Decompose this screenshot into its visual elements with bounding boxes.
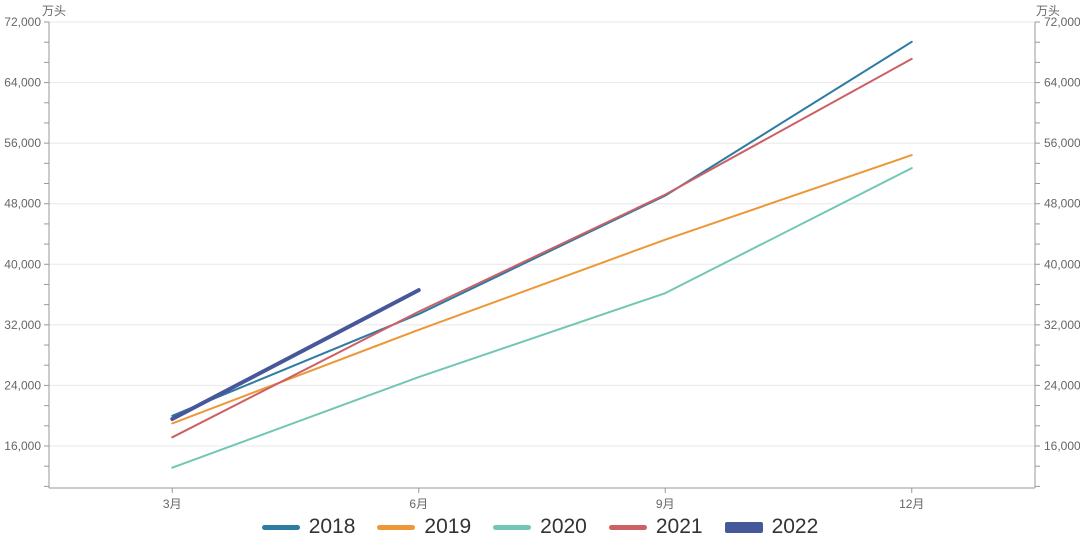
legend-item-2022[interactable]: 2022 — [724, 515, 819, 539]
legend-marker-2018 — [261, 524, 300, 530]
x-axis-label: 6月 — [409, 497, 428, 511]
legend-item-2018[interactable]: 2018 — [261, 515, 356, 539]
legend-item-2021[interactable]: 2021 — [608, 515, 703, 539]
right-y-axis-unit-label: 万头 — [1035, 4, 1060, 18]
y-axis-label-right: 32,000 — [1044, 318, 1080, 332]
x-axis-label: 12月 — [899, 497, 924, 511]
legend-marker-2020 — [493, 524, 532, 530]
legend: 2018 2019 2020 2021 2022 — [0, 513, 1080, 541]
y-axis-label-right: 24,000 — [1044, 378, 1080, 392]
y-axis-label-right: 16,000 — [1044, 439, 1080, 453]
y-axis-label-right: 48,000 — [1044, 197, 1080, 211]
y-axis-label-right: 40,000 — [1044, 257, 1080, 271]
y-axis-label-left: 72,000 — [4, 15, 41, 29]
y-axis-label-left: 64,000 — [4, 76, 41, 90]
legend-item-2019[interactable]: 2019 — [377, 515, 471, 539]
y-axis-label-right: 72,000 — [1044, 15, 1080, 29]
legend-label-2018: 2018 — [308, 515, 356, 538]
plot-area: 16,000 16,000 24,000 24,000 32,000 32,000 40,0… — [4, 15, 1080, 511]
series-line-2018[interactable] — [171, 40, 913, 417]
y-axis-label-left: 16,000 — [4, 439, 41, 453]
legend-label-2021: 2021 — [655, 515, 703, 538]
x-axis-label: 9月 — [656, 497, 675, 511]
series-line-2021[interactable] — [171, 57, 913, 439]
y-axis-label-left: 32,000 — [4, 318, 41, 332]
y-axis-label-left: 48,000 — [4, 197, 41, 211]
series-line-2022[interactable] — [170, 288, 421, 421]
legend-marker-2021 — [608, 524, 647, 530]
y-axis-label-right: 56,000 — [1044, 136, 1080, 150]
left-y-axis-unit-label: 万头 — [42, 4, 67, 18]
x-axis-label: 3月 — [163, 497, 182, 511]
y-axis-label-right: 64,000 — [1044, 76, 1080, 90]
series-line-2019[interactable] — [171, 154, 913, 425]
series-line-2020[interactable] — [171, 167, 913, 469]
y-axis-label-left: 24,000 — [4, 378, 41, 392]
y-axis-label-left: 56,000 — [4, 136, 41, 150]
legend-item-2020[interactable]: 2020 — [493, 515, 587, 539]
y-axis-label-left: 40,000 — [4, 257, 41, 271]
legend-marker-2019 — [377, 524, 416, 530]
legend-marker-2022 — [724, 521, 763, 533]
legend-label-2020: 2020 — [540, 515, 587, 538]
legend-label-2019: 2019 — [424, 515, 472, 538]
legend-label-2022: 2022 — [771, 515, 819, 538]
